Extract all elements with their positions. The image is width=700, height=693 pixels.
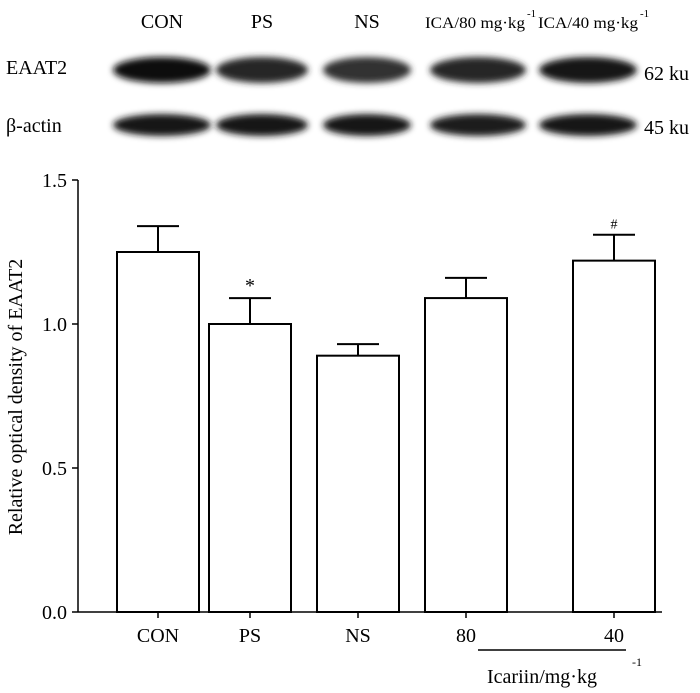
lane-label-ica40: ICA/40 mg·kg [538,15,638,32]
blot-band-eaat2-3 [323,57,411,83]
lane-label-ica80-sup: -1 [527,8,536,20]
lane-label-ica40-sup: -1 [640,8,649,20]
lane-label-ica40-text: ICA/40 mg·kg [538,15,638,32]
blot-band-actin-4 [430,114,526,136]
y-tick-label-0.0: 0.0 [42,602,67,624]
group-label: Icariin/mg·kg [487,666,597,688]
lane-label-ns: NS [354,11,380,33]
lane-label-ps: PS [251,11,273,33]
blot-band-eaat2-1 [113,57,211,83]
y-tick-label-1.0: 1.0 [42,314,67,336]
bar-80 [424,297,508,613]
group-label-text: Icariin/mg·kg [487,666,597,688]
blot-row-size-eaat2: 62 ku [644,63,689,85]
bar-PS [208,323,292,613]
significance-marker-40: # [611,218,618,233]
western-blot-panel: CON PS NS ICA/80 mg·kg -1 ICA/40 mg·kg -… [6,8,689,139]
bar-CON [116,251,200,613]
blot-band-eaat2-2 [216,57,308,83]
blot-band-actin-2 [216,114,308,136]
bar-chart: 0.00.51.01.5 CON PS NS 80 40 *# Relative opt… [5,170,662,688]
y-tick-label-0.5: 0.5 [42,458,67,480]
group-label-sup: -1 [632,655,642,669]
blot-band-actin-1 [113,114,211,136]
x-tick-label-80: 80 [456,625,476,647]
lane-label-ica80-text: ICA/80 mg·kg [425,15,525,32]
blot-row-label-actin: β-actin [6,115,62,137]
blot-band-eaat2-4 [430,57,526,83]
x-tick-label-40: 40 [604,625,624,647]
x-tick-label-CON: CON [137,625,179,647]
significance-annotations: *# [245,218,618,297]
blot-band-actin-5 [539,114,637,136]
x-tick-labels: CON PS NS 80 40 [137,612,624,647]
lane-label-ica80: ICA/80 mg·kg [425,15,525,32]
y-tick-labels: 0.0 0.5 1.0 1.5 [42,170,78,624]
blot-row-label-eaat2: EAAT2 [6,57,67,79]
y-axis-title: Relative optical density of EAAT2 [5,259,27,536]
lane-label-con: CON [141,11,183,33]
bar-series [116,251,656,613]
chart-axes [77,180,662,613]
x-tick-label-PS: PS [239,625,261,647]
bar-NS [316,354,400,613]
y-tick-label-1.5: 1.5 [42,170,67,192]
blot-bands [113,57,637,136]
blot-band-eaat2-5 [539,57,637,83]
bar-40 [572,259,656,613]
blot-band-actin-3 [323,114,411,136]
error-bar-series [137,225,635,356]
x-tick-label-NS: NS [345,625,371,647]
blot-row-size-actin: 45 ku [644,117,689,139]
significance-marker-PS: * [245,275,255,297]
